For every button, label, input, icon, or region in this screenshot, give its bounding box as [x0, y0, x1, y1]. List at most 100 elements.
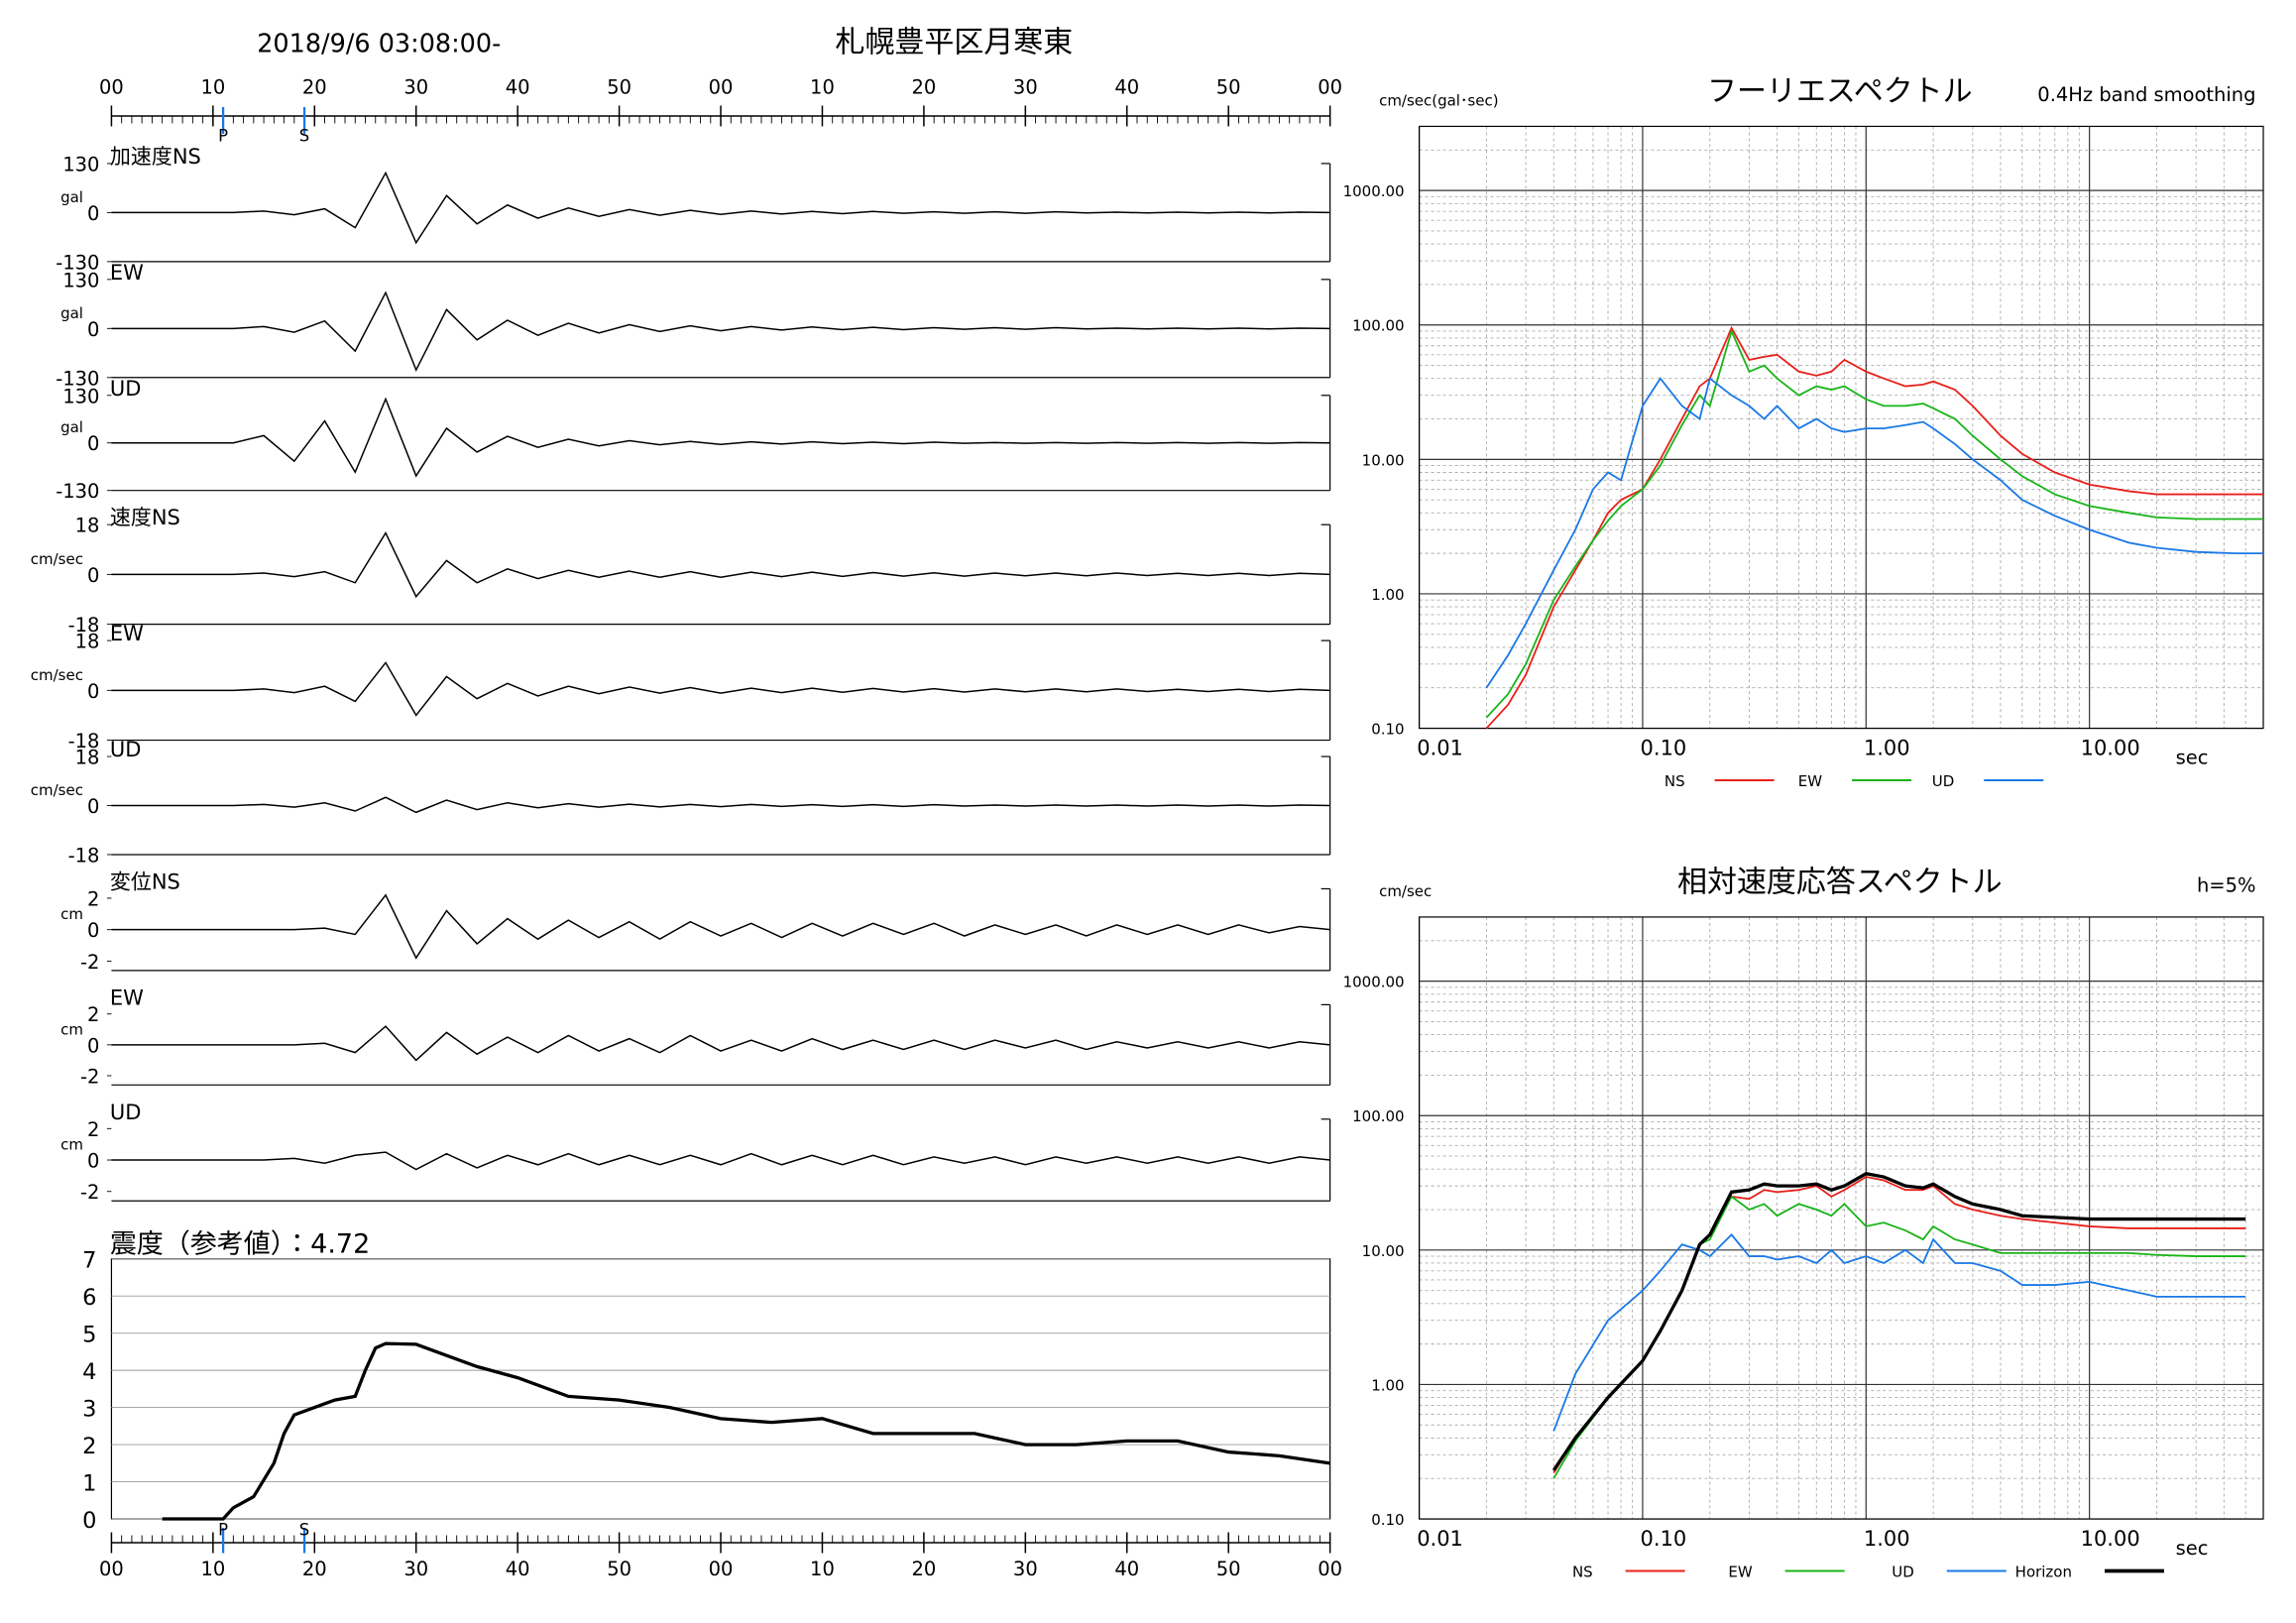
- y-tick-label: -18: [68, 614, 100, 637]
- legend-label: UD: [1892, 1564, 1914, 1581]
- x-tick-label: 40: [506, 75, 530, 98]
- y-tick-label: 0.10: [1371, 1511, 1404, 1529]
- spectrum-line: [1551, 1172, 2246, 1471]
- y-tick-label: -2: [80, 951, 99, 974]
- y-tick-label: -130: [56, 251, 99, 274]
- y-tick-label: 1.00: [1371, 1376, 1404, 1394]
- unit-label: gal: [60, 304, 83, 322]
- y-tick-label: 2: [87, 887, 99, 910]
- trace-name: 加速度NS: [110, 145, 201, 169]
- y-tick-label: 0: [87, 202, 99, 225]
- x-tick-label: 00: [1318, 1558, 1342, 1580]
- x-tick-label: 0.01: [1417, 1527, 1463, 1551]
- station-name: 札幌豊平区月寒東: [836, 25, 1074, 59]
- x-tick-label: 50: [1216, 1558, 1241, 1580]
- x-tick-label: 00: [99, 75, 124, 98]
- trace-name: UD: [110, 377, 141, 401]
- x-tick-label: 40: [506, 1558, 530, 1580]
- y-tick-label: -130: [56, 480, 99, 503]
- y-tick-label: 2: [87, 1118, 99, 1141]
- x-tick-label: 10: [810, 1558, 835, 1580]
- y-tick-label: 130: [62, 153, 99, 175]
- trace-name: EW: [110, 622, 144, 645]
- y-tick-label: -2: [80, 1065, 99, 1088]
- legend-label: EW: [1798, 772, 1822, 790]
- unit-label: cm: [60, 905, 83, 923]
- y-axis-label: cm/sec: [1379, 882, 1432, 900]
- y-tick-label: 0: [87, 564, 99, 587]
- y-tick-label: 0: [87, 919, 99, 942]
- y-tick-label: 0: [87, 318, 99, 341]
- y-tick-label: 130: [62, 269, 99, 291]
- trace-name: 変位NS: [110, 869, 180, 893]
- y-tick-label: 18: [75, 747, 100, 769]
- y-tick-label: -130: [56, 367, 99, 390]
- y-tick-label: 1000.00: [1343, 182, 1405, 200]
- y-tick-label: 6: [82, 1285, 96, 1311]
- unit-label: cm: [60, 1020, 83, 1038]
- unit-label: cm/sec: [31, 781, 83, 799]
- x-tick-label: 50: [607, 75, 631, 98]
- phase-label: P: [218, 1521, 228, 1540]
- spectrum-line: [1485, 328, 2264, 719]
- y-tick-label: 100.00: [1352, 317, 1404, 335]
- chart-subtitle: h=5%: [2197, 873, 2256, 896]
- unit-label: gal: [60, 418, 83, 436]
- y-tick-label: 0: [87, 1150, 99, 1173]
- trace-name: UD: [110, 1101, 141, 1124]
- x-tick-label: 40: [1114, 75, 1139, 98]
- x-tick-label: 20: [302, 75, 327, 98]
- y-tick-label: 0: [87, 795, 99, 818]
- y-tick-label: 2: [87, 1003, 99, 1026]
- phase-label: S: [299, 126, 309, 145]
- trace-name: UD: [110, 738, 141, 761]
- x-tick-label: 50: [607, 1558, 631, 1580]
- x-tick-label: 30: [403, 75, 428, 98]
- phase-label: P: [218, 126, 228, 145]
- spectrum-line: [1485, 377, 2264, 689]
- y-tick-label: 0: [82, 1508, 96, 1534]
- waveform: [111, 290, 1330, 372]
- waveform: [111, 1151, 1330, 1171]
- unit-label: cm: [60, 1136, 83, 1154]
- unit-label: gal: [60, 188, 83, 206]
- intensity-line: [162, 1341, 1330, 1521]
- legend-label: NS: [1665, 772, 1685, 790]
- y-tick-label: 10.00: [1362, 451, 1405, 469]
- record-datetime: 2018/9/6 03:08:00-: [257, 29, 501, 58]
- y-tick-label: 3: [82, 1397, 96, 1423]
- legend-label: Horizon: [2015, 1564, 2072, 1581]
- plot-frame: [1418, 916, 2264, 1520]
- phase-label: S: [299, 1521, 309, 1540]
- y-tick-label: 1000.00: [1343, 974, 1405, 991]
- waveform: [111, 1025, 1330, 1062]
- x-tick-label: 00: [1318, 75, 1342, 98]
- chart-title: 震度（参考値）：4.72: [110, 1229, 370, 1260]
- y-tick-label: 7: [82, 1248, 96, 1274]
- x-tick-label: 30: [1013, 1558, 1038, 1580]
- trace-name: EW: [110, 985, 144, 1009]
- x-tick-label: 00: [709, 1558, 734, 1580]
- y-tick-label: 0.10: [1371, 721, 1404, 739]
- x-tick-label: 1.00: [1864, 1527, 1910, 1551]
- waveform: [111, 530, 1330, 599]
- x-tick-label: 30: [1013, 75, 1038, 98]
- chart-title: フーリエスペクトル: [1707, 74, 1973, 109]
- x-tick-label: 0.10: [1641, 1527, 1687, 1551]
- x-tick-label: 00: [709, 75, 734, 98]
- y-axis-label: cm/sec(gal･sec): [1379, 91, 1498, 109]
- x-tick-label: 10.00: [2081, 737, 2140, 760]
- plot-frame: [1418, 125, 2264, 730]
- y-tick-label: 18: [75, 515, 100, 537]
- x-tick-label: 10: [200, 1558, 225, 1580]
- x-tick-label: 0.01: [1417, 737, 1463, 760]
- y-tick-label: -18: [68, 730, 100, 753]
- x-tick-label: 40: [1114, 1558, 1139, 1580]
- legend-label: UD: [1932, 772, 1955, 790]
- x-tick-label: 50: [1216, 75, 1241, 98]
- x-tick-label: 20: [302, 1558, 327, 1580]
- x-tick-label: 0.10: [1641, 737, 1687, 760]
